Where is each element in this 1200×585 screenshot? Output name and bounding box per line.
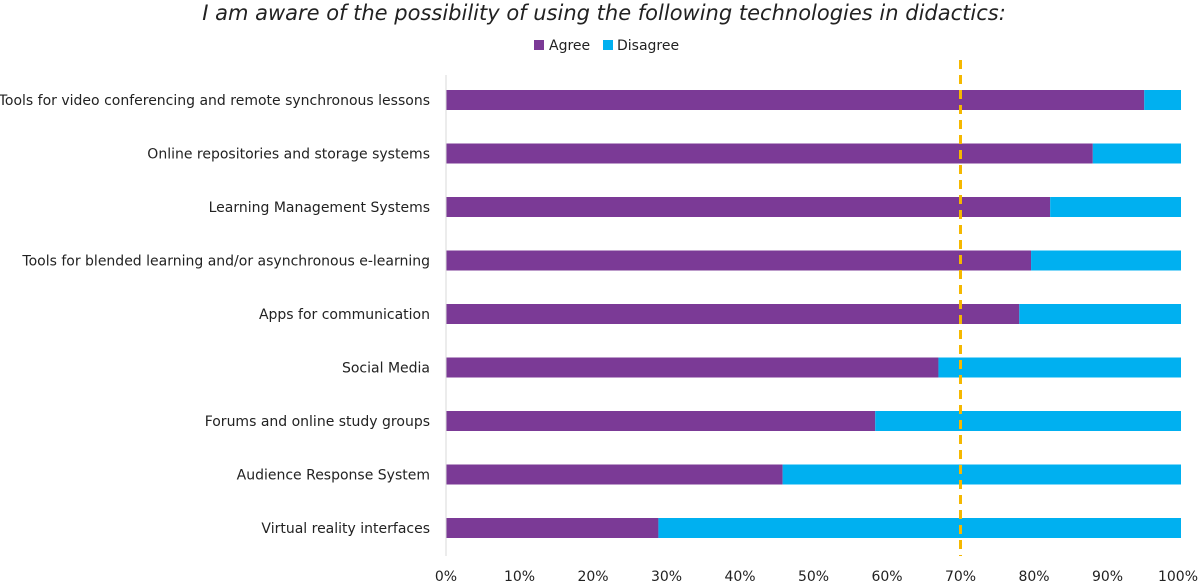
x-tick-label: 90% — [1092, 569, 1123, 585]
category-label: Learning Management Systems — [209, 200, 430, 216]
legend-label-agree: Agree — [549, 38, 590, 54]
x-tick-label: 100% — [1158, 569, 1198, 585]
category-labels: Tools for video conferencing and remote … — [0, 93, 430, 537]
bar-disagree-3 — [1050, 197, 1181, 217]
bar-agree-3 — [446, 197, 1051, 217]
category-label: Social Media — [342, 361, 430, 377]
bar-disagree-8 — [782, 464, 1181, 485]
category-label: Tools for video conferencing and remote … — [0, 93, 430, 109]
bar-disagree-2 — [1092, 143, 1181, 164]
legend: Agree Disagree — [534, 38, 679, 54]
bar-disagree-4 — [1031, 250, 1181, 271]
x-tick-label: 30% — [651, 569, 682, 585]
bar-agree-7 — [446, 411, 876, 431]
x-tick-label: 50% — [798, 569, 829, 585]
bar-disagree-1 — [1144, 90, 1181, 110]
bar-agree-5 — [446, 304, 1020, 324]
category-label: Audience Response System — [237, 468, 430, 484]
category-label: Forums and online study groups — [205, 414, 430, 430]
x-axis-tick-labels: 0% 10% 20% 30% 40% 50% 60% 70% 80% 90% 100% — [435, 569, 1198, 585]
x-tick-label: 40% — [724, 569, 755, 585]
legend-label-disagree: Disagree — [617, 38, 679, 54]
x-tick-label: 60% — [871, 569, 902, 585]
bar-disagree-9 — [658, 518, 1181, 538]
bar-agree-4 — [446, 250, 1032, 271]
category-label: Virtual reality interfaces — [261, 521, 430, 537]
bar-agree-9 — [446, 518, 659, 538]
x-tick-label: 20% — [577, 569, 608, 585]
legend-swatch-agree — [534, 40, 544, 50]
x-tick-label: 10% — [504, 569, 535, 585]
bar-disagree-6 — [938, 357, 1181, 378]
bar-agree-6 — [446, 357, 939, 378]
legend-swatch-disagree — [603, 40, 613, 50]
bar-agree-2 — [446, 143, 1093, 164]
chart-title: I am aware of the possibility of using t… — [202, 1, 1006, 25]
bar-agree-1 — [446, 90, 1145, 110]
x-tick-label: 80% — [1018, 569, 1049, 585]
bar-disagree-7 — [875, 411, 1181, 431]
category-label: Online repositories and storage systems — [147, 147, 430, 163]
bar-disagree-5 — [1019, 304, 1181, 324]
bar-agree-8 — [446, 464, 783, 485]
x-tick-label: 0% — [435, 569, 457, 585]
category-label: Apps for communication — [259, 307, 430, 323]
category-label: Tools for blended learning and/or asynch… — [21, 254, 430, 270]
bars — [446, 90, 1181, 538]
x-tick-label: 70% — [945, 569, 976, 585]
